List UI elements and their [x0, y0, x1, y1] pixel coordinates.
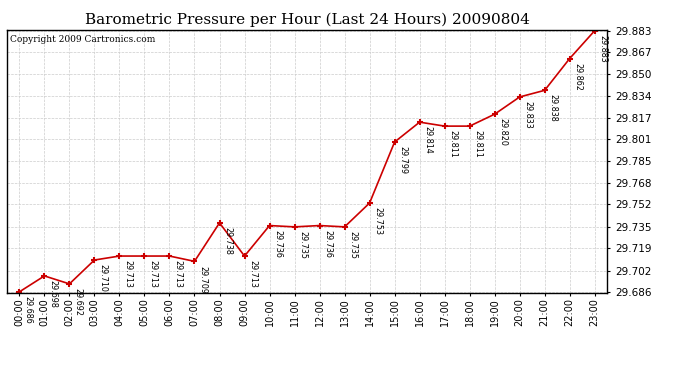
Text: 29.736: 29.736	[274, 230, 283, 258]
Text: 29.710: 29.710	[99, 264, 108, 292]
Text: 29.686: 29.686	[23, 296, 32, 324]
Text: 29.883: 29.883	[599, 35, 608, 63]
Text: 29.738: 29.738	[224, 227, 233, 255]
Text: 29.838: 29.838	[549, 94, 558, 122]
Text: 29.735: 29.735	[299, 231, 308, 259]
Text: 29.811: 29.811	[474, 130, 483, 158]
Text: 29.713: 29.713	[148, 260, 157, 288]
Text: 29.811: 29.811	[448, 130, 457, 158]
Text: 29.736: 29.736	[324, 230, 333, 258]
Text: 29.709: 29.709	[199, 266, 208, 294]
Text: 29.833: 29.833	[524, 101, 533, 129]
Text: Copyright 2009 Cartronics.com: Copyright 2009 Cartronics.com	[10, 35, 155, 44]
Text: 29.862: 29.862	[574, 63, 583, 90]
Text: 29.799: 29.799	[399, 146, 408, 174]
Text: 29.713: 29.713	[174, 260, 183, 288]
Title: Barometric Pressure per Hour (Last 24 Hours) 20090804: Barometric Pressure per Hour (Last 24 Ho…	[85, 13, 529, 27]
Text: 29.735: 29.735	[348, 231, 357, 259]
Text: 29.698: 29.698	[48, 280, 57, 308]
Text: 29.713: 29.713	[124, 260, 132, 288]
Text: 29.753: 29.753	[374, 207, 383, 235]
Text: 29.692: 29.692	[74, 288, 83, 316]
Text: 29.814: 29.814	[424, 126, 433, 154]
Text: 29.713: 29.713	[248, 260, 257, 288]
Text: 29.820: 29.820	[499, 118, 508, 146]
